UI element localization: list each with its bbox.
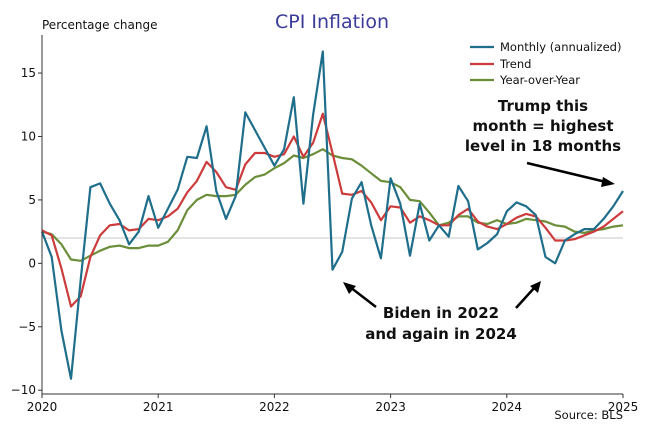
annotation-trump-line-3: level in 18 months [465, 137, 621, 155]
annotation-trump-line-2: month = highest [473, 117, 614, 135]
x-tick-label: 2020 [27, 400, 58, 414]
series-line-monthly [40, 50, 624, 380]
y-tick-label: −10 [11, 383, 36, 397]
y-tick-label: −5 [18, 320, 36, 334]
x-tick-label: 2021 [143, 400, 174, 414]
legend-label-yoy: Year-over-Year [499, 73, 580, 87]
y-ticks: −10 −5 0 5 10 15 [11, 66, 42, 397]
arrow-to-2024 [515, 286, 536, 309]
legend-label-trend: Trend [499, 57, 531, 71]
annotation-biden: Biden in 2022 and again in 2024 [343, 281, 541, 343]
y-tick-label: 15 [21, 66, 36, 80]
x-tick-label: 2024 [492, 400, 523, 414]
plot-area: −10 −5 0 5 10 15 2020 2021 2022 2023 2024 2025 [11, 35, 639, 414]
arrow-head-2025 [601, 177, 615, 187]
annotation-trump-line-1: Trump this [498, 97, 588, 115]
arrow-head-2022 [343, 282, 356, 294]
arrow-to-2025 [526, 161, 607, 184]
y-axis-label: Percentage change [42, 18, 157, 32]
y-tick-label: 5 [28, 193, 36, 207]
legend-item-trend: Trend [470, 57, 531, 71]
arrow-to-2022 [349, 286, 377, 308]
annotation-biden-line-2: and again in 2024 [365, 325, 517, 343]
legend-item-monthly: Monthly (annualized) [470, 40, 621, 54]
x-ticks: 2020 2021 2022 2023 2024 2025 [27, 394, 639, 414]
chart-title: CPI Inflation [275, 11, 389, 33]
source-note: Source: BLS [554, 408, 623, 422]
y-tick-label: 0 [28, 256, 36, 270]
x-tick-label: 2023 [375, 400, 406, 414]
x-tick-label: 2022 [259, 400, 290, 414]
arrow-head-2024 [530, 281, 541, 293]
annotation-trump: Trump this month = highest level in 18 m… [465, 97, 621, 187]
legend: Monthly (annualized) Trend Year-over-Yea… [470, 40, 621, 87]
legend-item-yoy: Year-over-Year [470, 73, 580, 87]
series-lines [40, 50, 624, 380]
annotation-biden-line-1: Biden in 2022 [383, 304, 499, 322]
y-tick-label: 10 [21, 129, 36, 143]
x-tick-label: 2025 [608, 400, 639, 414]
legend-label-monthly: Monthly (annualized) [500, 40, 621, 54]
